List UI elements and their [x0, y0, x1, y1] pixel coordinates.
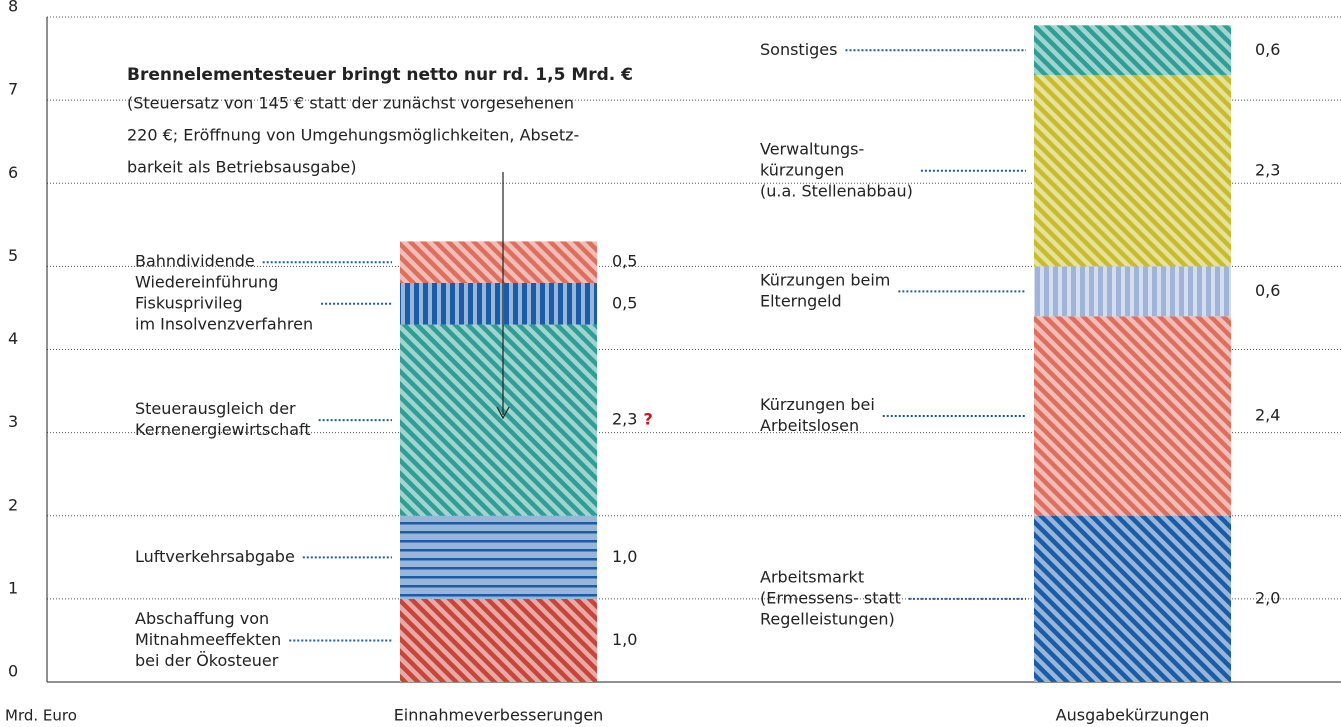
- bar-segment: [400, 241, 597, 283]
- segment-label: Sonstiges: [760, 40, 837, 59]
- annotation-title: Brennelementesteuer bringt netto nur rd.…: [127, 65, 633, 85]
- segment-label: Bahndividende: [135, 252, 255, 271]
- value-label: 0,6: [1255, 40, 1280, 59]
- bar-segment: [400, 324, 597, 516]
- bar-segment: [1034, 515, 1231, 682]
- segment-label: (Ermessens- statt: [760, 588, 901, 607]
- y-tick-label: 7: [8, 80, 18, 99]
- segment-label: Luftverkehrsabgabe: [135, 547, 295, 566]
- annotation-arrowhead: [496, 406, 510, 420]
- y-axis-label: Mrd. Euro: [5, 707, 77, 725]
- segment-label: bei der Ökosteuer: [135, 651, 279, 670]
- segment-label: Regelleistungen): [760, 609, 895, 628]
- annotation-line: barkeit als Betriebsausgabe): [127, 158, 357, 177]
- segment-label: Fiskusprivileg: [135, 293, 243, 312]
- bar-segment: [400, 283, 597, 325]
- segment-label: Arbeitsmarkt: [760, 567, 864, 586]
- bar-segment: [1034, 75, 1231, 267]
- value-label: 0,5: [612, 252, 637, 271]
- y-tick-label: 1: [8, 578, 18, 597]
- bar-segment: [400, 515, 597, 599]
- segment-label: Kürzungen beim: [760, 270, 890, 289]
- segment-label: Elterngeld: [760, 291, 842, 310]
- y-tick-label: 3: [8, 412, 18, 431]
- value-label: 2,4: [1255, 406, 1280, 425]
- y-tick-label: 8: [8, 0, 18, 16]
- segment-label: Verwaltungs-: [760, 139, 864, 158]
- y-tick-label: 0: [8, 662, 18, 681]
- segment-label: (u.a. Stellenabbau): [760, 181, 913, 200]
- y-tick-label: 4: [8, 329, 18, 348]
- bar-segment: [1034, 25, 1231, 76]
- value-note: ?: [643, 410, 652, 429]
- bar-segment: [1034, 316, 1231, 516]
- y-tick-label: 2: [8, 495, 18, 514]
- bar-segment: [400, 598, 597, 682]
- segment-label: Kürzungen bei: [760, 395, 875, 414]
- value-label: 2,3: [1255, 160, 1280, 179]
- segment-label: Kernenergiewirtschaft: [135, 420, 311, 439]
- value-label: 1,0: [612, 547, 637, 566]
- segment-label: Steuerausgleich der: [135, 399, 296, 418]
- segment-label: Mitnahmeeffekten: [135, 630, 281, 649]
- x-tick-label: Einnahmeverbesserungen: [394, 706, 604, 725]
- bar-segment: [1034, 266, 1231, 317]
- segment-label: Abschaffung von: [135, 609, 269, 628]
- value-label: 2,3: [612, 410, 637, 429]
- value-label: 0,5: [612, 293, 637, 312]
- segment-label: im Insolvenzverfahren: [135, 314, 313, 333]
- annotation-line: 220 €; Eröffnung von Umgehungsmöglichkei…: [127, 126, 579, 145]
- y-tick-label: 5: [8, 246, 18, 265]
- segment-label: Arbeitslosen: [760, 416, 859, 435]
- value-label: 0,6: [1255, 281, 1280, 300]
- y-tick-label: 6: [8, 163, 18, 182]
- annotation-line: (Steuersatz von 145 € statt der zunächst…: [127, 94, 574, 113]
- segment-label: kürzungen: [760, 160, 844, 179]
- value-label: 1,0: [612, 630, 637, 649]
- value-label: 2,0: [1255, 588, 1280, 607]
- x-tick-label: Ausgabekürzungen: [1056, 706, 1210, 725]
- segment-label: Wiedereinführung: [135, 272, 278, 291]
